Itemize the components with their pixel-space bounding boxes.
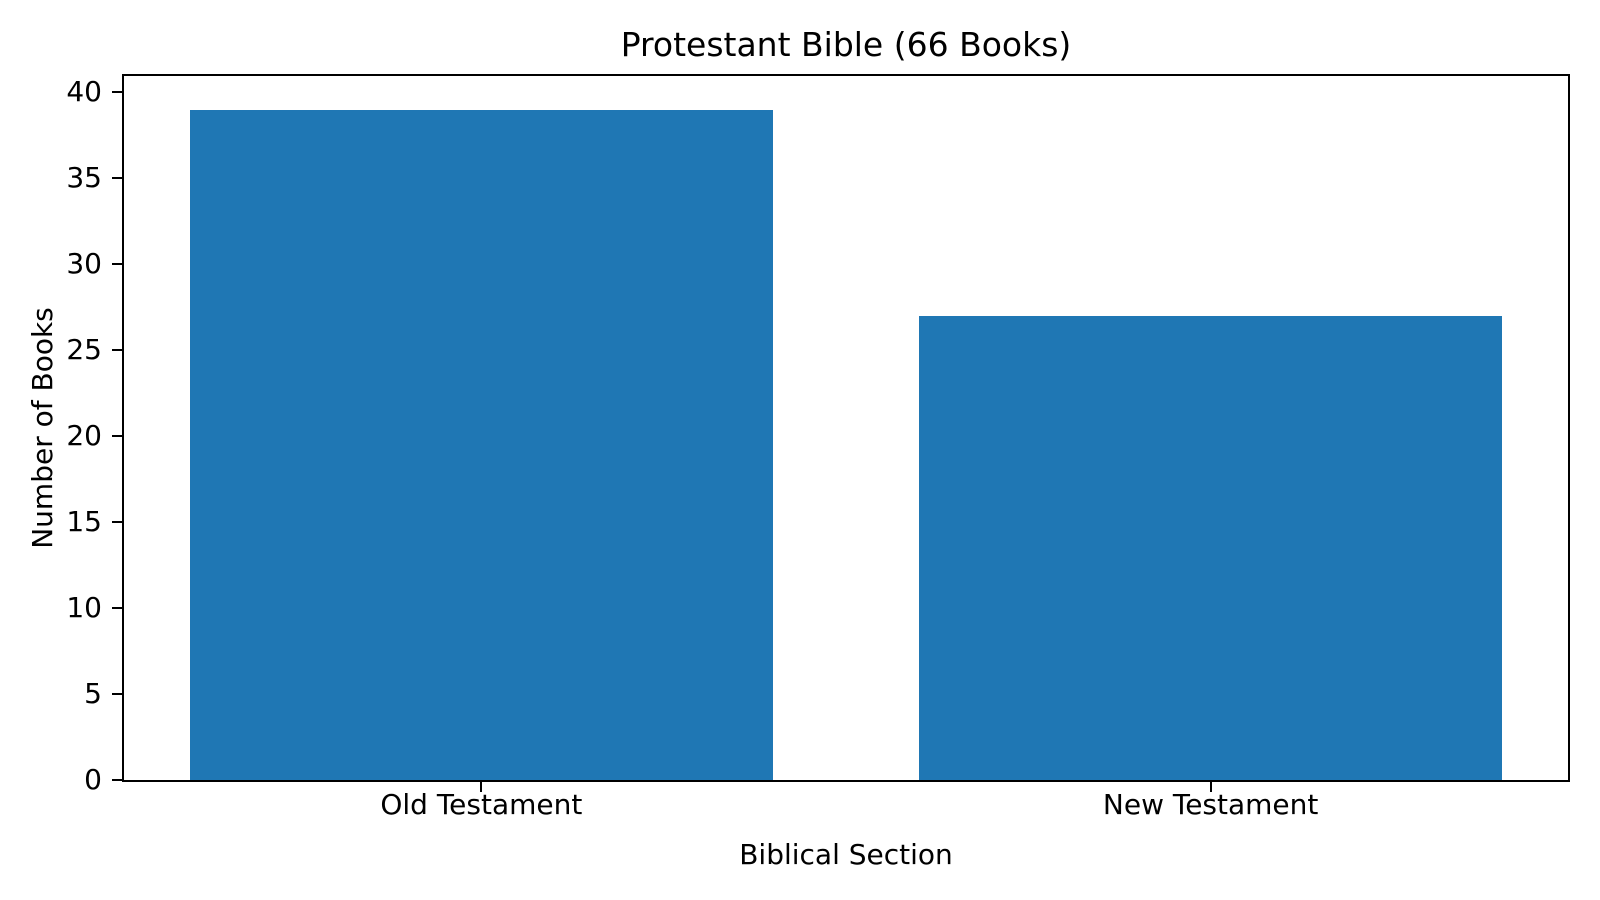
bar-old-testament [189,109,774,780]
y-tick-label: 40 [66,75,102,109]
x-tick-label-new-testament: New Testament [1102,788,1319,821]
y-tick-mark [112,779,122,781]
y-tick-mark [112,607,122,610]
y-tick-label: 35 [66,161,102,195]
x-tick-mark [480,782,483,792]
chart-title: Protestant Bible (66 Books) [620,25,1072,64]
y-tick-label: 5 [84,677,102,711]
bar-new-testament [918,315,1503,780]
x-tick-mark [1209,782,1212,792]
y-tick-mark [112,521,122,524]
y-tick-label: 0 [84,763,102,796]
y-tick-label: 25 [66,333,102,367]
y-tick-label: 10 [66,591,102,625]
y-tick-mark [112,177,122,180]
x-tick-label-old-testament: Old Testament [380,788,583,821]
x-axis-label: Biblical Section [739,838,953,871]
y-tick-mark [112,263,122,266]
y-tick-label: 30 [66,247,102,281]
y-tick-mark [112,349,122,352]
y-tick-mark [112,435,122,438]
y-tick-mark [112,91,122,94]
plot-area: 0 5 10 15 20 25 30 35 40 Old Testament New Testame… [66,74,1570,819]
y-tick-label: 15 [66,505,102,539]
y-tick-label: 20 [66,419,102,453]
y-tick-mark [112,693,122,696]
